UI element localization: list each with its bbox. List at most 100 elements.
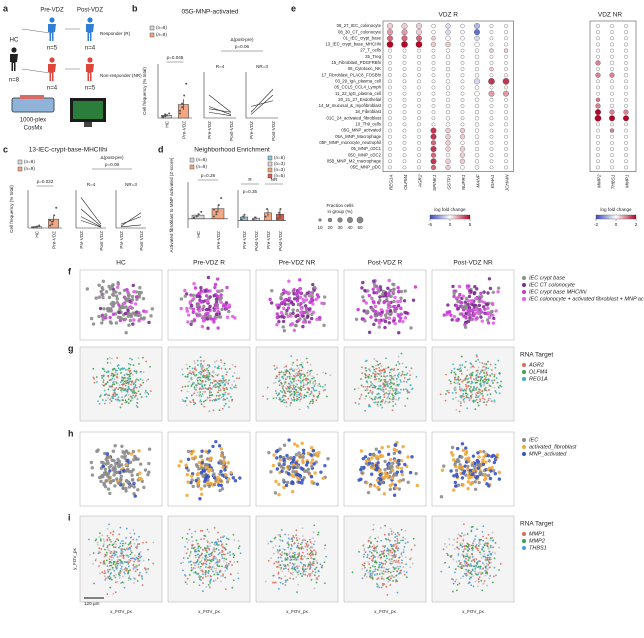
cell <box>409 326 413 330</box>
cell <box>375 364 377 367</box>
cell <box>380 566 383 568</box>
cell <box>109 539 111 541</box>
cell <box>390 398 392 401</box>
cell <box>292 474 296 479</box>
cell <box>199 356 202 359</box>
cell <box>304 469 309 473</box>
cell <box>119 369 122 371</box>
cell <box>383 549 386 552</box>
cell <box>323 561 326 564</box>
cell <box>305 379 308 382</box>
label: n=5 <box>85 86 96 92</box>
cell <box>225 386 228 389</box>
cell <box>110 559 113 561</box>
cell <box>478 394 481 397</box>
cell <box>121 450 125 454</box>
cell <box>106 358 109 360</box>
label: NR=3 <box>125 182 137 187</box>
cell <box>276 375 278 378</box>
cell <box>482 478 487 482</box>
cell <box>394 540 396 542</box>
cell <box>485 372 488 375</box>
cell <box>124 449 129 453</box>
cell <box>137 357 140 360</box>
dot <box>445 73 451 78</box>
cell <box>466 374 468 377</box>
cell <box>128 318 133 323</box>
cell <box>466 407 469 410</box>
dot <box>596 67 600 71</box>
cell <box>282 462 286 466</box>
cell <box>231 388 233 390</box>
cell <box>289 562 292 564</box>
dotplot-frame <box>382 20 514 172</box>
cell <box>291 540 294 543</box>
cell <box>147 320 151 325</box>
cell <box>455 378 458 381</box>
point <box>166 114 169 117</box>
cell <box>212 294 216 298</box>
cell <box>189 370 192 372</box>
dot <box>610 54 614 59</box>
cell <box>461 364 464 366</box>
cell <box>364 409 367 412</box>
dot <box>388 85 392 90</box>
cell <box>279 371 281 374</box>
cell <box>295 379 298 382</box>
cell <box>494 363 497 366</box>
cell <box>372 372 374 375</box>
cell <box>316 562 319 564</box>
cell <box>215 294 219 298</box>
cell <box>127 386 130 389</box>
cell <box>374 375 377 378</box>
cell <box>124 331 128 335</box>
dot <box>474 60 480 66</box>
dot <box>609 60 615 66</box>
cell <box>476 386 478 389</box>
cell <box>125 527 128 530</box>
cell <box>388 401 391 403</box>
cell <box>383 471 388 475</box>
cell <box>382 390 385 393</box>
dot <box>594 115 602 122</box>
dot <box>624 122 628 127</box>
cell <box>113 569 116 572</box>
cell <box>186 532 189 535</box>
cell <box>469 482 473 486</box>
cell <box>195 294 199 298</box>
cell <box>395 470 400 474</box>
cell <box>193 403 195 406</box>
dot <box>445 122 451 127</box>
cell <box>120 455 124 459</box>
cell <box>116 565 119 567</box>
cell <box>195 550 198 553</box>
cell <box>213 315 217 319</box>
cell <box>107 570 110 573</box>
cell <box>208 548 211 551</box>
cell <box>286 563 289 566</box>
cell <box>292 374 295 377</box>
cell <box>135 546 137 549</box>
cell <box>92 552 95 554</box>
tissue-image <box>79 346 163 422</box>
cell <box>286 554 288 557</box>
cell <box>487 459 492 463</box>
cell <box>294 323 298 328</box>
cell <box>291 573 294 576</box>
cell <box>490 454 494 459</box>
dot <box>417 128 421 133</box>
cell <box>288 389 290 391</box>
cell <box>284 575 286 578</box>
cell <box>315 578 318 581</box>
cell <box>414 471 418 476</box>
cell <box>377 396 380 399</box>
label: (n=8) <box>24 159 35 164</box>
label: RNA Target <box>520 352 553 359</box>
dot <box>609 72 615 78</box>
cell <box>199 466 204 470</box>
cell <box>92 562 94 565</box>
label: p=0.08 <box>105 162 120 167</box>
cell <box>361 568 364 570</box>
cell <box>364 301 369 305</box>
cell <box>201 364 204 367</box>
